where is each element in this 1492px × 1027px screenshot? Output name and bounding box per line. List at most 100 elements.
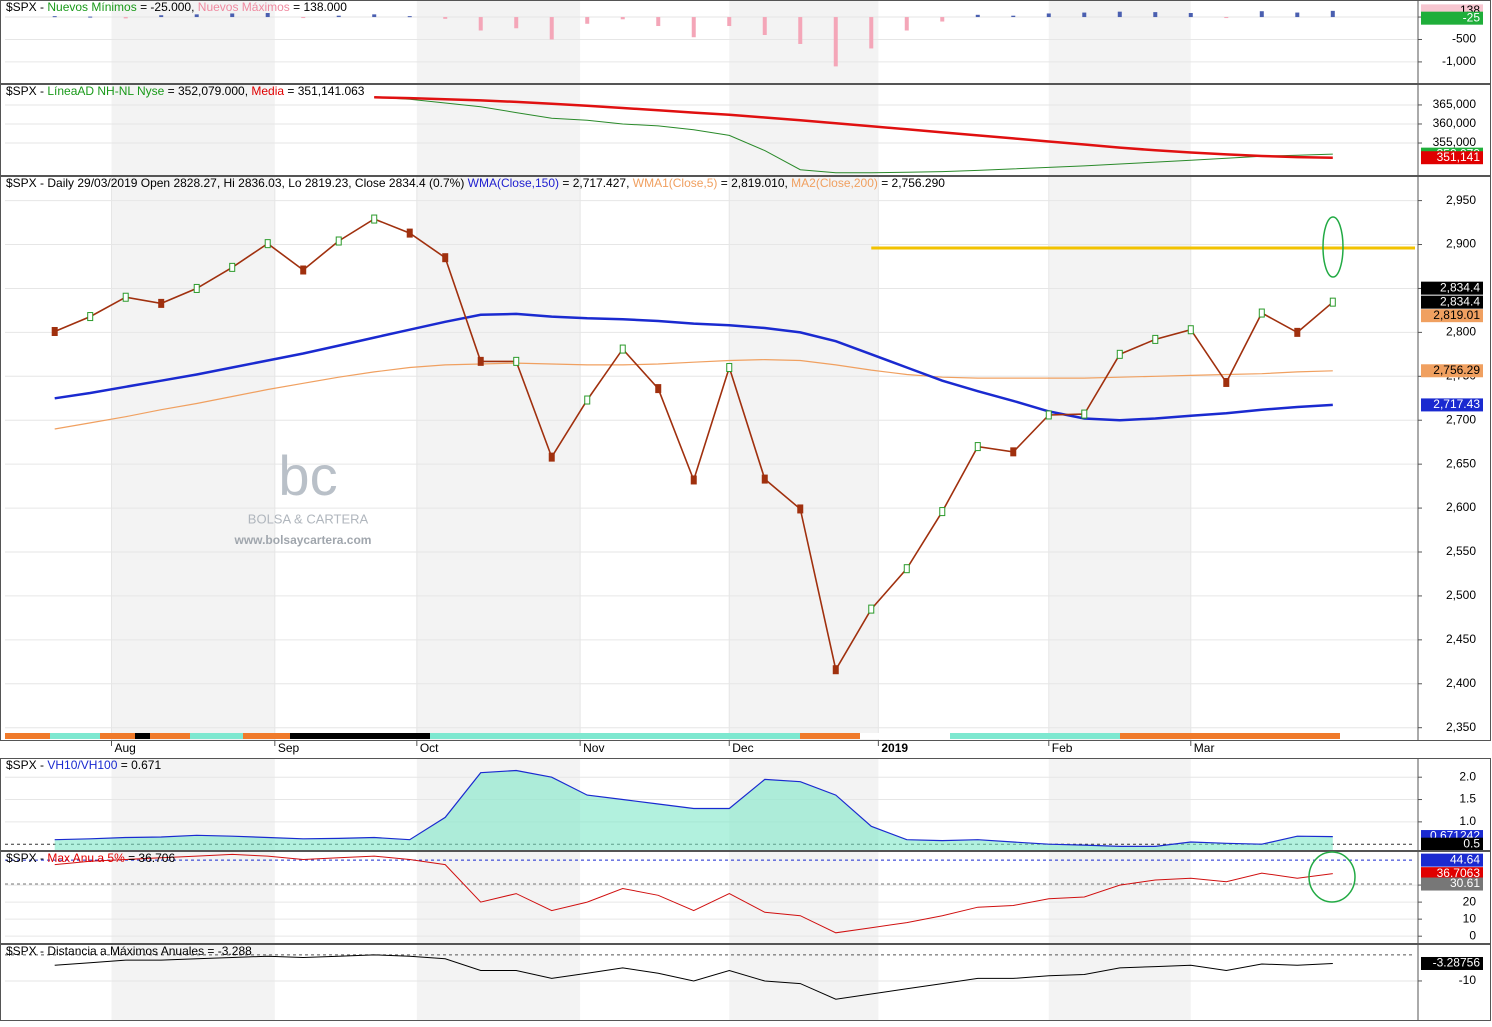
y-tick-label: 2,350: [1446, 720, 1476, 734]
title-part: Max Anu a 5%: [47, 851, 125, 865]
panel-border: [0, 176, 1491, 741]
bar: [514, 17, 519, 29]
x-tick-label: Feb: [1052, 741, 1073, 755]
panel-border: [0, 0, 1491, 84]
price-mark: [371, 214, 378, 224]
bar: [478, 17, 483, 31]
value-box-label: 351,141: [1437, 150, 1481, 164]
panel-title: $SPX - Max Anu a 5% = 36.706: [6, 851, 175, 865]
title-part: Nuevos Mínimos: [47, 0, 136, 14]
bar: [727, 17, 732, 27]
bar: [549, 17, 554, 40]
y-tick-label: 2,500: [1446, 588, 1476, 602]
title-part: $SPX -: [6, 84, 47, 98]
title-part: = 138.000: [290, 0, 347, 14]
price-mark: [1010, 447, 1017, 457]
price-mark: [903, 564, 910, 574]
series-line: [54, 853, 1333, 934]
title-part: Media: [251, 84, 284, 98]
y-tick-label: 365,000: [1433, 97, 1477, 111]
month-band: [111, 851, 275, 943]
highlight-ellipse: [1308, 851, 1356, 903]
price-mark: [122, 292, 129, 302]
bar: [1011, 15, 1016, 18]
bar: [1046, 13, 1051, 18]
month-band: [729, 176, 879, 740]
month-band: [416, 851, 581, 943]
price-mark: [1258, 308, 1265, 318]
value-box: [1421, 295, 1483, 309]
title-part: $SPX - Distancia a Máximos Anuales = -3.…: [6, 944, 252, 958]
panel-title: $SPX - LíneaAD NH-NL Nyse = 352,079.000,…: [6, 84, 365, 98]
y-tick-label: -1,000: [1442, 54, 1476, 68]
title-part: MA2(Close,200): [791, 176, 878, 190]
bar: [904, 17, 909, 31]
month-band: [111, 176, 275, 740]
value-box: [1421, 853, 1483, 867]
title-part: = 2,717.427,: [559, 176, 633, 190]
y-tick-label: 20: [1463, 894, 1477, 908]
panel-border: [0, 944, 1491, 1021]
regime-strip: [290, 733, 430, 739]
price-mark: [619, 344, 626, 354]
panel: -10 $SPX - Distancia a Máximos Anuales = …: [0, 944, 1491, 1021]
bar: [833, 17, 838, 67]
price-mark: [300, 265, 307, 275]
y-tick-label: 2,900: [1446, 237, 1476, 251]
title-part: = 351,141.063: [284, 84, 365, 98]
y-tick-label: 10: [1463, 911, 1477, 925]
value-box: [1421, 364, 1483, 378]
bar: [407, 16, 412, 18]
x-tick-label: Oct: [420, 741, 439, 755]
bar: [230, 13, 235, 18]
regime-strip: [150, 733, 190, 739]
regime-strip: [430, 733, 800, 739]
price-mark: [513, 356, 520, 366]
bar: [1082, 12, 1087, 18]
series-line: [54, 358, 1333, 430]
month-band: [111, 0, 275, 83]
bar: [620, 17, 625, 20]
price-mark: [51, 326, 58, 336]
panel-border: [0, 851, 1491, 944]
x-tick-label: Dec: [732, 741, 753, 755]
title-part: $SPX -: [6, 758, 47, 772]
panel: 2,350 2,400 2,450 2,500 2,550 2,600 2,650 2,700…: [0, 176, 1491, 755]
y-tick-label: 2,800: [1446, 325, 1476, 339]
month-band: [111, 758, 275, 850]
bar: [443, 17, 448, 19]
value-box: [1421, 398, 1483, 412]
regime-strip: [950, 733, 1120, 739]
bar: [301, 17, 306, 19]
price-mark: [1187, 325, 1194, 335]
value-box-label: 36.7063: [1437, 866, 1481, 880]
price-mark: [335, 236, 342, 246]
value-box: [1421, 956, 1483, 970]
bar: [585, 17, 590, 24]
title-part: = 352,079.000,: [164, 84, 251, 98]
bar: [336, 15, 341, 18]
bar: [1330, 10, 1335, 18]
value-box: [1421, 867, 1483, 881]
value-box-label: 44.64: [1450, 852, 1480, 866]
price-mark: [1294, 327, 1301, 337]
price-mark: [655, 384, 662, 394]
regime-strip: [243, 733, 290, 739]
bar: [52, 16, 57, 18]
bar: [265, 13, 270, 18]
price-mark: [1045, 410, 1052, 420]
bar: [975, 14, 980, 18]
month-band: [1048, 176, 1191, 740]
y-tick-label: 2,550: [1446, 544, 1476, 558]
value-box-label: 2,834.4: [1440, 294, 1480, 308]
series-line: [54, 769, 1333, 847]
regime-strip: [50, 733, 100, 739]
price-mark: [264, 239, 271, 249]
title-part: = 36.706: [125, 851, 176, 865]
watermark-url: www.bolsaycartera.com: [234, 533, 372, 547]
value-box-label: 2,756.29: [1433, 363, 1480, 377]
panel: 3020100$SPX - Max Anu a 5% = 36.70644.64…: [0, 851, 1491, 944]
watermark-logo: bc: [278, 444, 337, 507]
